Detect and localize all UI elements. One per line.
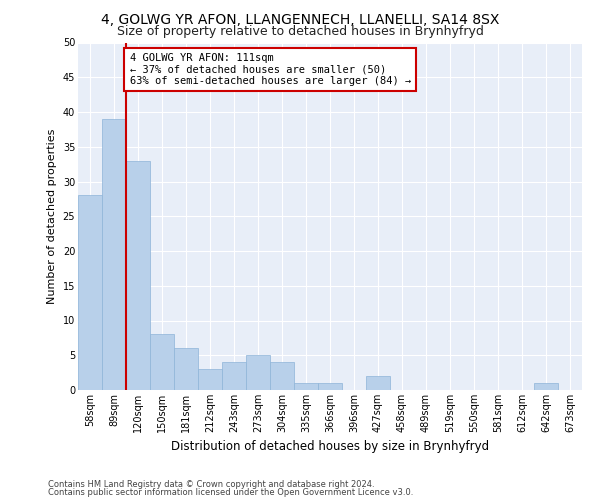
Bar	[150, 334, 174, 390]
Bar	[126, 160, 150, 390]
Bar	[198, 369, 222, 390]
Bar	[366, 376, 390, 390]
X-axis label: Distribution of detached houses by size in Brynhyfryd: Distribution of detached houses by size …	[171, 440, 489, 454]
Bar	[174, 348, 198, 390]
Text: Contains HM Land Registry data © Crown copyright and database right 2024.: Contains HM Land Registry data © Crown c…	[48, 480, 374, 489]
Bar	[270, 362, 294, 390]
Text: 4, GOLWG YR AFON, LLANGENNECH, LLANELLI, SA14 8SX: 4, GOLWG YR AFON, LLANGENNECH, LLANELLI,…	[101, 12, 499, 26]
Y-axis label: Number of detached properties: Number of detached properties	[47, 128, 57, 304]
Text: 4 GOLWG YR AFON: 111sqm
← 37% of detached houses are smaller (50)
63% of semi-de: 4 GOLWG YR AFON: 111sqm ← 37% of detache…	[130, 53, 411, 86]
Bar	[78, 196, 102, 390]
Bar	[222, 362, 246, 390]
Bar	[318, 383, 342, 390]
Bar	[246, 355, 270, 390]
Bar	[102, 119, 126, 390]
Bar	[534, 383, 558, 390]
Text: Contains public sector information licensed under the Open Government Licence v3: Contains public sector information licen…	[48, 488, 413, 497]
Text: Size of property relative to detached houses in Brynhyfryd: Size of property relative to detached ho…	[116, 25, 484, 38]
Bar	[294, 383, 318, 390]
